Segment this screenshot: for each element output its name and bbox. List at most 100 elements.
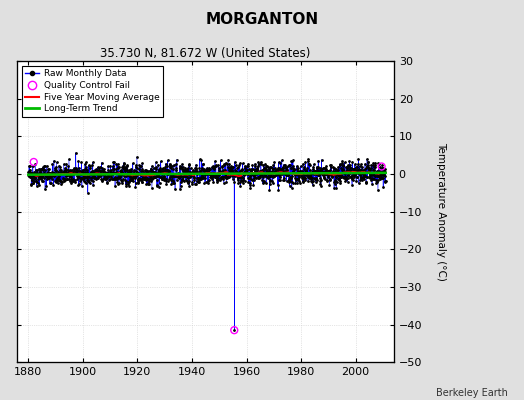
Point [91,169,99,176]
Point [111,174,119,180]
Point [157,174,166,180]
Point [375,174,383,180]
Point [218,164,226,170]
Point [178,164,187,170]
Point [340,168,348,174]
Point [208,176,216,182]
Point [289,167,298,174]
Point [255,161,263,167]
Point [379,166,388,172]
Point [290,169,299,175]
Point [106,169,115,175]
Point [362,178,370,185]
Point [295,174,303,180]
Point [58,168,66,175]
Point [143,168,151,174]
Point [46,174,54,180]
Point [193,171,201,177]
Point [322,168,330,174]
Point [352,178,361,184]
Point [65,156,73,162]
Point [154,169,162,176]
Point [235,169,243,175]
Point [120,172,128,179]
Point [60,178,68,184]
Point [215,172,223,178]
Point [270,172,278,179]
Point [217,174,225,180]
Point [224,171,232,177]
Point [290,166,298,173]
Point [250,172,258,179]
Point [45,166,53,172]
Point [56,178,64,185]
Point [77,171,85,177]
Point [107,170,116,176]
Point [43,174,51,181]
Point [97,176,106,182]
Point [46,180,54,186]
Point [377,175,385,181]
Point [296,169,304,176]
Point [261,166,270,172]
Point [129,171,137,177]
Point [301,177,310,184]
Point [314,170,322,176]
Point [341,159,349,166]
Point [75,165,84,172]
Point [143,175,151,182]
Point [78,170,86,176]
Point [29,174,38,181]
Point [245,170,253,176]
Point [214,165,223,172]
Point [235,171,244,178]
Point [248,166,257,172]
Point [352,169,360,176]
Point [157,170,166,176]
Point [208,164,216,170]
Point [135,171,144,178]
Point [78,175,86,181]
Point [304,175,313,182]
Point [266,173,274,179]
Point [208,172,216,178]
Point [217,174,225,181]
Point [239,169,248,176]
Point [366,171,374,178]
Point [93,167,101,173]
Point [153,182,161,188]
Point [349,166,357,172]
Point [374,177,382,183]
Point [174,171,183,178]
Point [283,172,291,179]
Point [176,186,184,192]
Point [67,180,75,186]
Point [109,166,117,172]
Point [339,162,347,168]
Point [262,167,270,173]
Point [72,166,81,172]
Point [204,177,213,183]
Point [157,158,165,164]
Point [208,174,216,180]
Point [242,167,250,174]
Point [181,168,189,175]
Point [149,169,157,175]
Point [185,170,194,176]
Point [285,175,293,182]
Point [245,174,253,181]
Point [190,175,198,182]
Point [356,175,365,182]
Point [172,172,181,179]
Point [303,158,312,164]
Point [58,170,67,176]
Point [336,172,345,178]
Point [139,174,147,180]
Point [200,180,209,186]
Point [111,176,119,182]
Point [276,160,285,166]
Point [136,171,144,177]
Point [323,178,331,184]
Point [140,170,148,176]
Point [219,167,227,174]
